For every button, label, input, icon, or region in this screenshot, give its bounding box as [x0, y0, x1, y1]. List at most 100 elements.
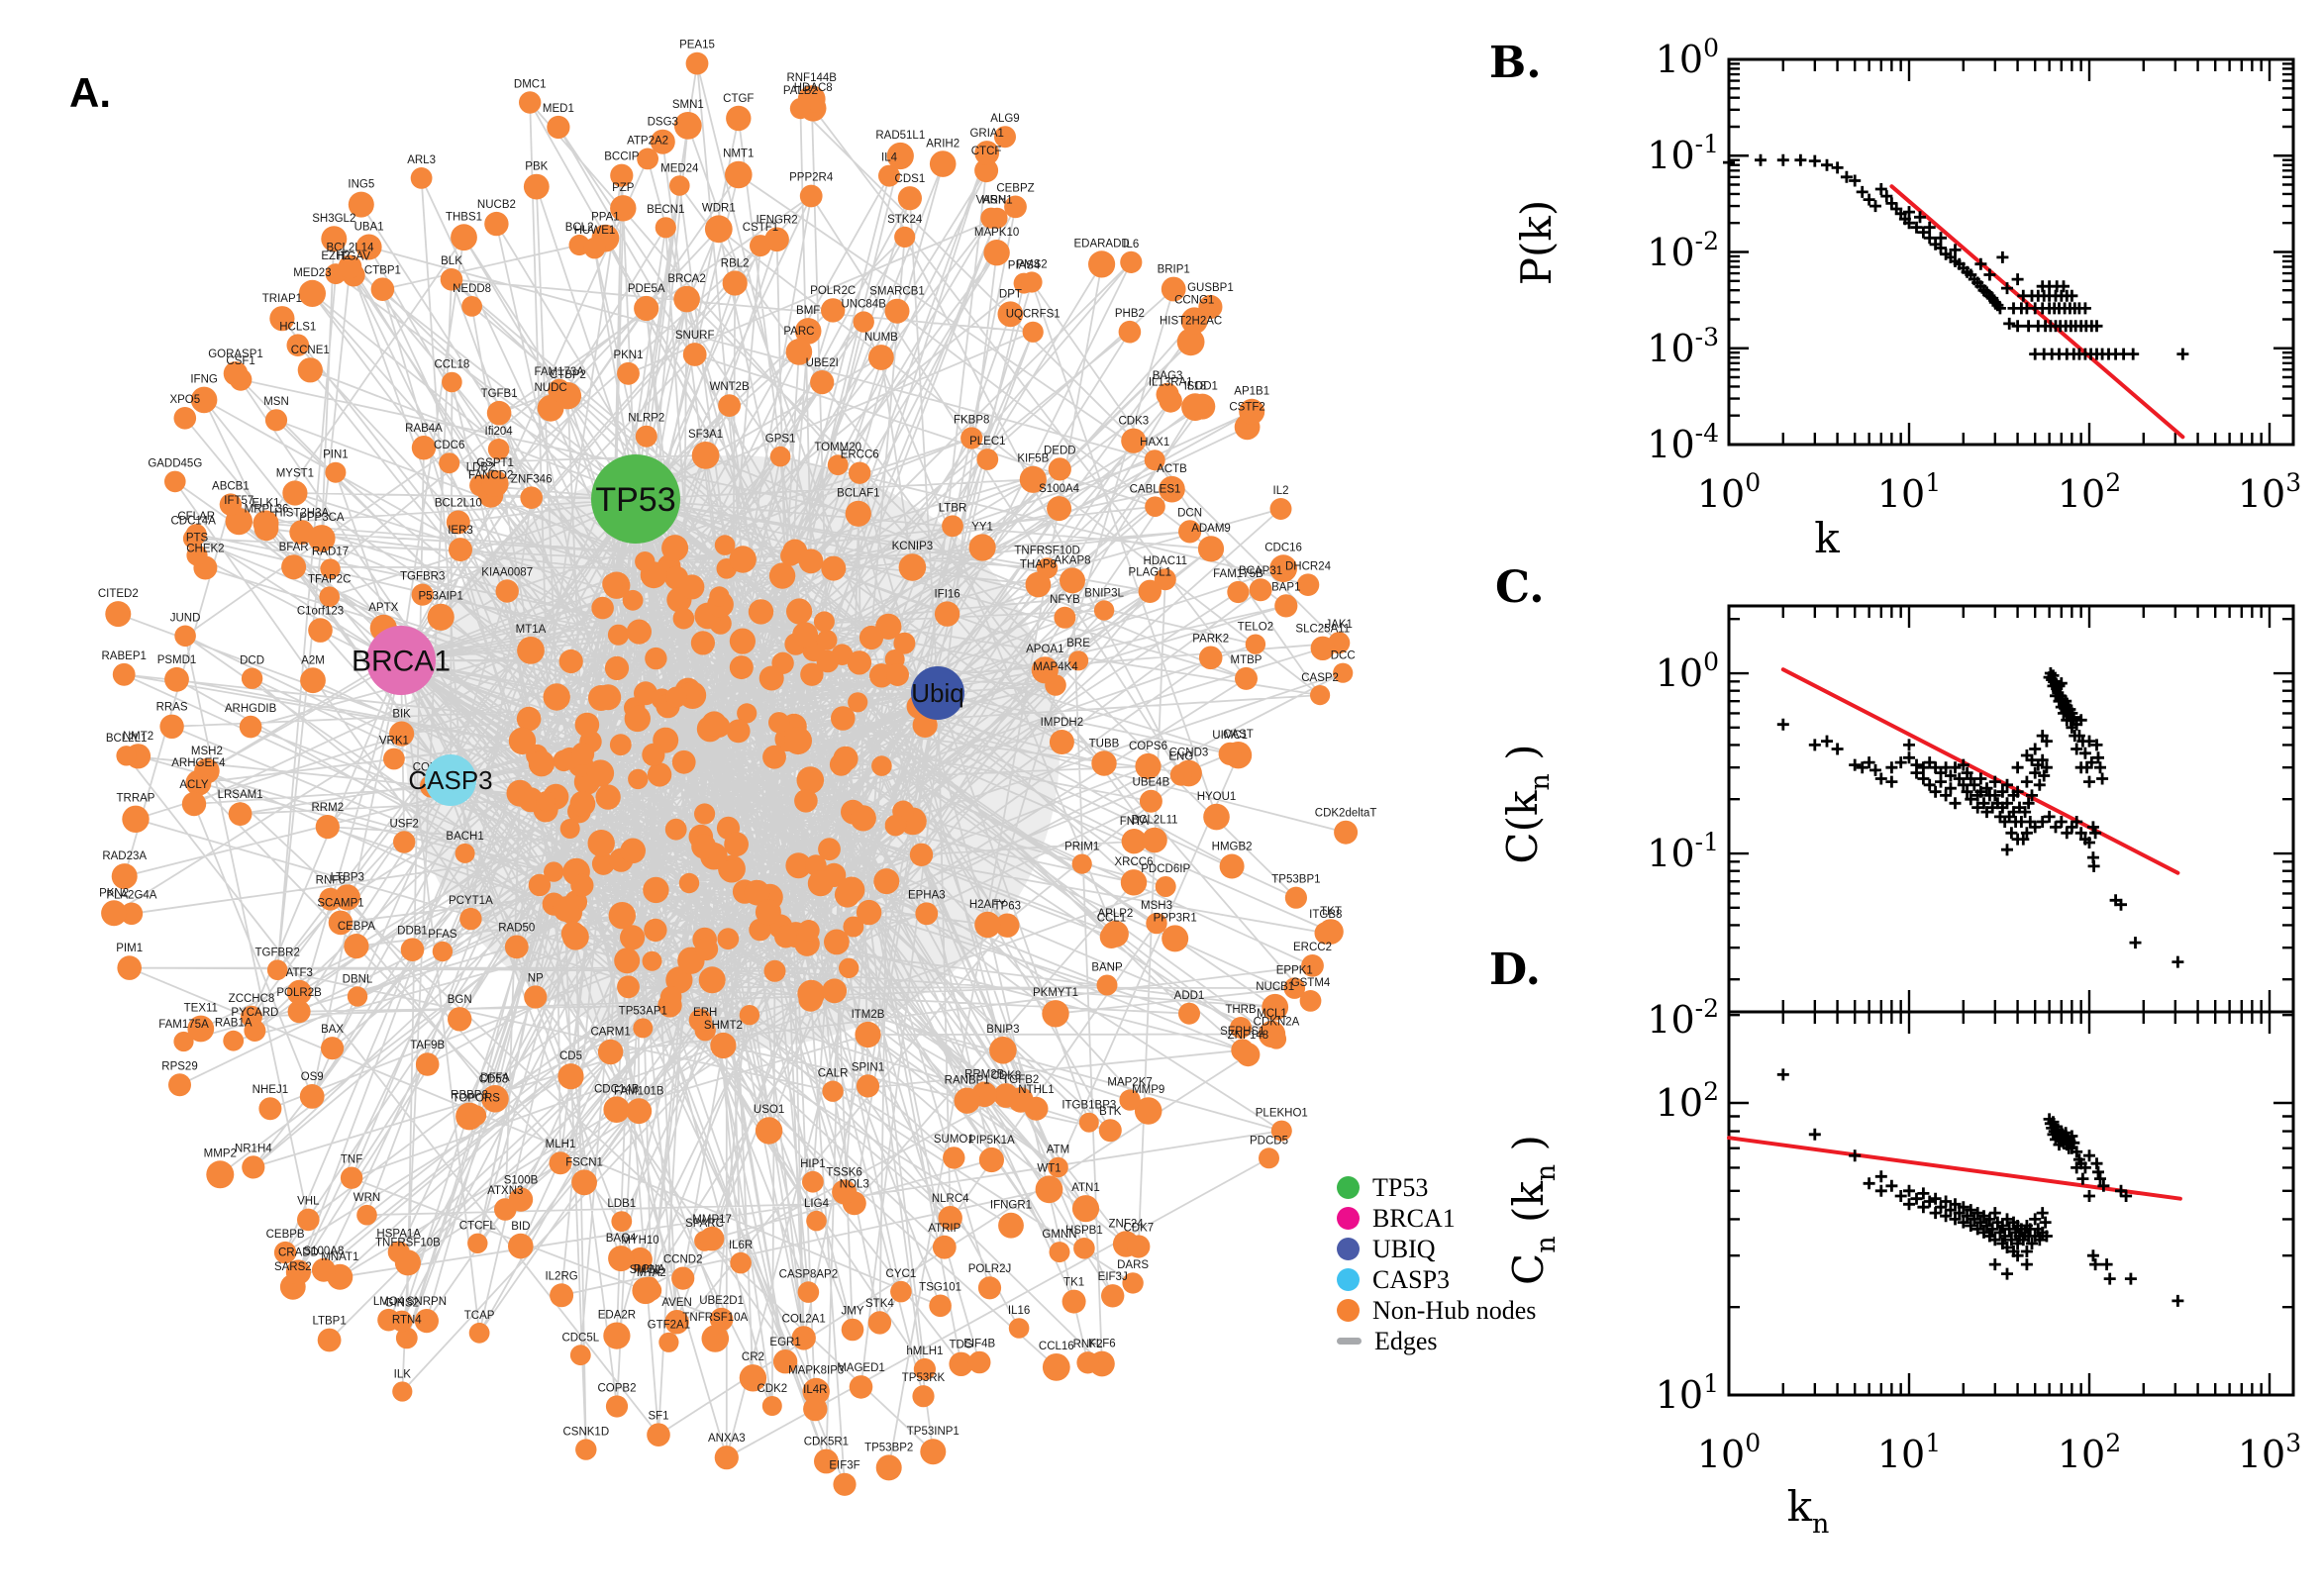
- gene-label: LTBP3: [331, 871, 364, 883]
- network-node: [635, 551, 656, 572]
- network-node: [691, 834, 717, 859]
- network-node: [1061, 1289, 1086, 1314]
- network-node: [737, 703, 758, 724]
- gene-label: TOMM20: [814, 442, 861, 453]
- gene-label: BTK: [1099, 1106, 1122, 1118]
- network-node: [569, 1345, 591, 1366]
- gene-label: SCAMP1: [317, 898, 363, 910]
- network-node: [1021, 271, 1043, 293]
- network-node: [575, 1439, 597, 1460]
- network-node: [739, 1364, 767, 1392]
- network-node: [873, 868, 900, 895]
- network-node: [1274, 594, 1298, 618]
- network-node: [644, 918, 667, 943]
- gene-label: CSTF2: [1229, 401, 1264, 413]
- network-node: [239, 715, 262, 739]
- gene-label: CASP8AP2: [779, 1268, 838, 1280]
- network-node: [609, 734, 632, 756]
- gene-label: CD53: [479, 1073, 508, 1085]
- gene-label: THAP8: [1020, 559, 1057, 571]
- network-node: [111, 863, 138, 890]
- network-node: [867, 1311, 892, 1335]
- gene-label: GRIA1: [969, 128, 1004, 140]
- network-node: [173, 407, 197, 430]
- gene-label: SMG1: [630, 1264, 662, 1276]
- network-node: [181, 791, 207, 817]
- gene-label: ABCB1: [212, 480, 250, 492]
- gene-label: ADAM9: [1191, 523, 1231, 535]
- network-node: [833, 746, 858, 771]
- panel-c-label: C.: [1495, 562, 1545, 613]
- gene-label: POLR2B: [276, 987, 322, 999]
- network-node: [467, 1233, 488, 1254]
- gene-label: JAK1: [1325, 619, 1353, 631]
- gene-label: CDC16: [1264, 542, 1302, 553]
- network-node: [856, 1074, 880, 1098]
- network-node: [833, 1472, 857, 1496]
- network-node: [898, 553, 927, 581]
- gene-label: CDS1: [895, 173, 926, 185]
- gene-label: RBBP8: [451, 1090, 488, 1102]
- network-node: [1235, 666, 1258, 690]
- network-node: [794, 318, 822, 345]
- gene-label: S100B: [504, 1174, 539, 1186]
- gene-label: RAB1A: [215, 1018, 252, 1030]
- network-node: [977, 1276, 1002, 1300]
- network-node: [722, 270, 748, 296]
- gene-label: MSN: [263, 396, 289, 408]
- gene-label: DPT: [999, 288, 1022, 300]
- network-node: [698, 966, 726, 994]
- network-node: [949, 1351, 973, 1377]
- network-node: [824, 929, 850, 955]
- network-node: [617, 975, 640, 999]
- network-node: [758, 665, 784, 691]
- gene-label: CDC14A: [171, 516, 217, 528]
- gene-label: CTCF: [971, 146, 1002, 157]
- network-node: [762, 745, 786, 769]
- network-node: [1099, 925, 1124, 948]
- network-node: [714, 535, 736, 555]
- gene-label: TKT: [1320, 906, 1342, 918]
- network-node: [185, 769, 212, 796]
- network-node: [508, 1187, 534, 1212]
- gene-label: ZNF148: [1228, 1030, 1269, 1042]
- network-node: [943, 1147, 965, 1169]
- gene-label: CEBPZ: [996, 183, 1034, 195]
- gene-label: SPIN1: [852, 1061, 884, 1073]
- network-node: [714, 1446, 739, 1470]
- gene-label: MCL1: [1257, 1008, 1287, 1020]
- network-node: [547, 115, 570, 140]
- network-node: [748, 599, 774, 625]
- network-node: [544, 861, 564, 882]
- panel-d-axes: 102 101 100 101 102 103 Cn (kn ) kn: [1504, 1010, 2301, 1540]
- network-node: [206, 1160, 235, 1189]
- gene-label: OS9: [301, 1071, 324, 1083]
- network-node: [626, 619, 653, 645]
- network-node: [273, 1241, 297, 1264]
- network-node: [325, 461, 347, 483]
- network-node: [411, 583, 434, 606]
- gene-label: S100A4: [1039, 483, 1080, 495]
- network-node-labels: PRIM1 NHEJ1 CSTF1 KLF6 TFAP2C HIST2H2AC GTF2A1…: [98, 40, 1377, 1472]
- gene-label: MYH10: [621, 1235, 658, 1247]
- network-node: [929, 150, 957, 177]
- legend-label: UBIQ: [1372, 1234, 1436, 1263]
- gene-label: PYCARD: [231, 1007, 278, 1019]
- network-node: [603, 1096, 630, 1123]
- network-node: [219, 493, 243, 516]
- network-node: [802, 1377, 830, 1406]
- gene-label: TGFB2: [1002, 1074, 1039, 1086]
- hub-label-tp53: TP53: [595, 481, 675, 519]
- network-node: [389, 721, 415, 747]
- gene-label: RAD50: [498, 923, 535, 935]
- network-node: [168, 1073, 191, 1097]
- gene-label: THRB: [1225, 1004, 1257, 1016]
- network-node: [1301, 954, 1324, 977]
- network-node: [897, 186, 923, 211]
- network-node: [602, 573, 623, 594]
- network-node: [633, 1018, 654, 1039]
- hub-label-ubiq: Ubiq: [911, 678, 963, 708]
- network-node: [659, 986, 682, 1008]
- network-node: [664, 1310, 689, 1335]
- network-node: [1098, 1119, 1122, 1143]
